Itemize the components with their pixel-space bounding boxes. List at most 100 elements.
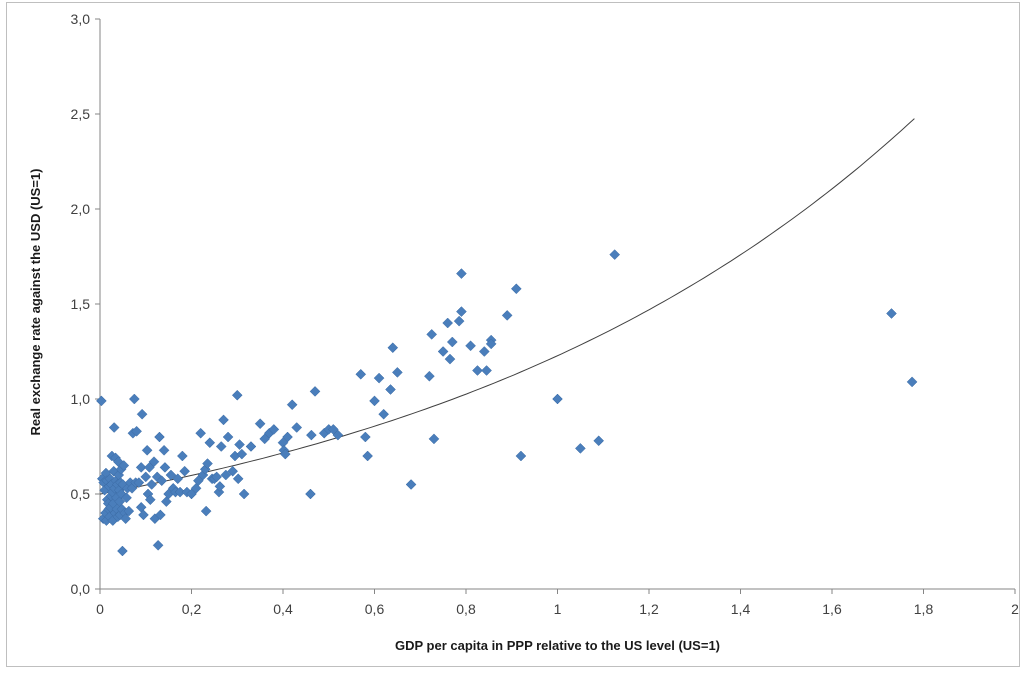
data-point [195, 427, 207, 439]
data-point [453, 315, 465, 327]
data-point [245, 441, 257, 452]
data-point [446, 336, 458, 348]
data-point [158, 444, 170, 456]
data-point [215, 441, 227, 452]
axes [95, 18, 1016, 594]
data-point [279, 448, 291, 460]
data-point [144, 494, 156, 506]
trendline-layer [99, 118, 915, 495]
trendline [99, 118, 915, 495]
data-point [204, 437, 216, 449]
data-point [575, 443, 586, 454]
data-point [362, 450, 373, 462]
data-point [378, 408, 390, 420]
data-point [222, 431, 234, 443]
data-point [108, 422, 120, 433]
data-point [202, 458, 213, 469]
data-point [465, 340, 476, 352]
y-tick-label: 0,0 [71, 581, 91, 597]
data-point [231, 389, 243, 401]
y-tick-label: 3,0 [71, 11, 91, 27]
data-point [151, 471, 163, 483]
data-point [609, 249, 621, 260]
data-point [385, 384, 396, 395]
data-point [428, 433, 440, 445]
data-point [159, 462, 171, 473]
data-point [593, 435, 605, 447]
y-tick-label: 1,5 [71, 296, 91, 312]
data-point [123, 505, 135, 517]
data-point [146, 479, 158, 490]
data-point [200, 505, 212, 517]
x-tick-label: 0,6 [365, 601, 385, 617]
y-tick-label: 1,0 [71, 391, 91, 407]
data-point [282, 431, 293, 443]
data-point [456, 306, 467, 317]
data-point [165, 469, 177, 481]
x-tick-label: 0,2 [182, 601, 202, 617]
data-point [510, 283, 522, 295]
data-point [220, 469, 232, 481]
data-point [481, 365, 492, 376]
data-point [437, 346, 449, 357]
data-point [116, 488, 127, 500]
data-point [515, 450, 527, 462]
data-point [478, 346, 490, 357]
data-point [405, 479, 417, 490]
x-tick-label: 1,4 [731, 601, 751, 617]
x-tick-label: 0,8 [456, 601, 476, 617]
data-point [355, 368, 367, 380]
data-point [254, 418, 266, 430]
x-tick-label: 1 [554, 601, 562, 617]
data-point [392, 367, 403, 378]
data-point [306, 429, 317, 441]
y-axis-title: Real exchange rate against the USD (US=1… [28, 169, 43, 436]
data-point [373, 372, 385, 384]
data-point [268, 424, 280, 435]
x-tick-label: 1,8 [914, 601, 934, 617]
data-point [155, 509, 166, 521]
chart-frame [6, 2, 1020, 667]
data-point [214, 481, 226, 492]
data-point [96, 395, 107, 407]
data-point [121, 492, 132, 504]
data-point [128, 393, 140, 405]
data-point [232, 473, 244, 485]
data-points [96, 249, 918, 557]
tick-labels: 0,0 0,5 1,0 1,5 2,0 2,5 3,0 0 0,2 0,4 0,6 0,8 1 1,2 1,… [71, 11, 1020, 617]
data-point [227, 465, 239, 477]
y-tick-label: 0,5 [71, 486, 91, 502]
data-point [886, 308, 897, 319]
data-point [286, 399, 298, 411]
data-point [156, 475, 168, 487]
data-point [148, 456, 160, 468]
data-point [211, 471, 223, 483]
data-point [179, 465, 190, 477]
data-point [135, 462, 147, 473]
data-point [120, 513, 131, 525]
data-point [140, 471, 152, 483]
x-tick-label: 1,2 [639, 601, 659, 617]
data-point [234, 439, 245, 450]
data-point [332, 429, 344, 441]
data-point [118, 460, 130, 471]
data-point [359, 431, 371, 443]
data-point [152, 539, 164, 551]
data-point [485, 338, 497, 350]
data-point [426, 329, 438, 340]
data-point [154, 431, 165, 443]
data-point [218, 414, 229, 426]
data-point [138, 509, 149, 521]
data-point [456, 268, 467, 279]
data-point [369, 395, 380, 407]
data-point [131, 425, 142, 437]
x-tick-label: 0,4 [273, 601, 293, 617]
data-point [291, 422, 303, 433]
data-point [136, 408, 148, 420]
data-point [305, 488, 316, 500]
data-point [387, 342, 399, 354]
y-tick-label: 2,0 [71, 201, 91, 217]
data-point [172, 473, 184, 485]
data-point [309, 386, 321, 397]
data-point [444, 353, 456, 365]
